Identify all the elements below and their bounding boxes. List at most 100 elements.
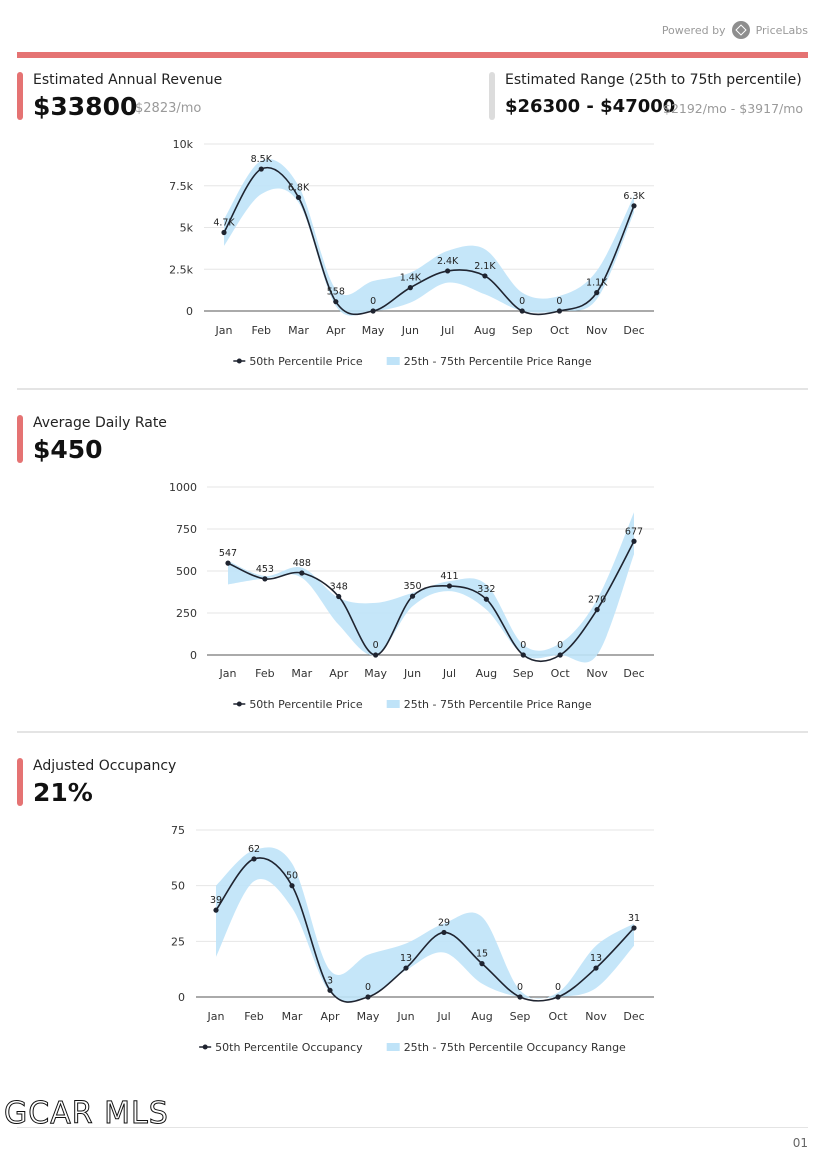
data-label: 453 [256, 564, 274, 575]
chart-legend: 50th Percentile Occupancy 25th - 75th Per… [199, 1041, 626, 1054]
x-tick-label: Mar [282, 1010, 303, 1023]
data-point [555, 994, 561, 1000]
data-point [631, 538, 637, 544]
x-tick-label: May [362, 324, 385, 337]
percentile-range-band [224, 159, 634, 316]
y-tick-label: 25 [171, 935, 185, 948]
data-label: 488 [293, 558, 311, 569]
x-tick-label: Jul [442, 667, 456, 680]
x-tick-label: Jun [396, 1010, 414, 1023]
data-label: 677 [625, 526, 643, 537]
data-label: 2.4K [437, 256, 459, 267]
kpi-average-daily-rate: Average Daily Rate $450 [17, 415, 317, 465]
data-point [631, 203, 637, 209]
footer-divider [17, 1127, 808, 1128]
data-point [370, 308, 376, 314]
data-label: 0 [373, 640, 379, 651]
legend-label-median: 50th Percentile Price [249, 355, 363, 368]
kpi-value: 21% [33, 778, 93, 807]
legend-label-range: 25th - 75th Percentile Price Range [404, 698, 592, 711]
data-point [373, 652, 379, 658]
data-point [594, 290, 600, 296]
x-tick-label: Jan [219, 667, 237, 680]
x-tick-label: Feb [252, 324, 271, 337]
data-point [482, 273, 488, 279]
kpi-value: $450 [33, 435, 103, 464]
section-divider [17, 388, 808, 390]
x-tick-label: Apr [326, 324, 346, 337]
legend-marker-range [386, 1043, 400, 1051]
x-tick-label: Apr [320, 1010, 340, 1023]
data-point [446, 583, 453, 589]
kpi-accent-bar [17, 758, 23, 806]
y-tick-label: 75 [171, 824, 185, 837]
section-divider [17, 731, 808, 733]
data-label: 15 [476, 949, 488, 960]
y-tick-label: 1000 [169, 481, 197, 494]
kpi-adjusted-occupancy: Adjusted Occupancy 21% [17, 758, 317, 808]
x-tick-label: Nov [586, 324, 608, 337]
data-label: 350 [403, 581, 421, 592]
kpi-label: Estimated Range (25th to 75th percentile… [505, 72, 802, 88]
data-label: 348 [330, 582, 348, 593]
data-label: 50 [286, 871, 298, 882]
data-label: 0 [365, 982, 371, 993]
x-tick-label: May [357, 1010, 380, 1023]
x-tick-label: Jan [207, 1010, 225, 1023]
median-line [223, 166, 635, 316]
data-point [251, 856, 257, 862]
page-number: 01 [792, 1136, 808, 1150]
data-point [517, 994, 523, 1000]
data-point [213, 907, 219, 913]
legend-label-median: 50th Percentile Price [249, 698, 363, 711]
data-label: 13 [590, 953, 602, 964]
kpi-accent-bar [17, 72, 23, 120]
data-point [441, 929, 447, 936]
legend-marker-range [386, 357, 400, 365]
data-point [445, 268, 451, 274]
median-line [227, 540, 635, 663]
data-point [557, 652, 563, 658]
data-label: 0 [557, 640, 563, 651]
y-tick-label: 500 [176, 565, 197, 578]
chart-legend: 50th Percentile Price 25th - 75th Percent… [233, 698, 592, 711]
y-tick-label: 750 [176, 523, 197, 536]
data-point [336, 593, 342, 600]
x-tick-label: Feb [255, 667, 274, 680]
data-point [409, 593, 416, 599]
y-tick-label: 2.5k [169, 263, 193, 276]
data-label: 1.1K [586, 278, 608, 289]
x-tick-label: Jun [401, 324, 419, 337]
data-label: 4.7K [213, 218, 235, 229]
percentile-range-band [216, 847, 634, 1002]
y-tick-label: 0 [178, 991, 185, 1004]
x-tick-label: Apr [329, 667, 349, 680]
data-point [479, 961, 485, 967]
data-point [258, 166, 264, 172]
kpi-label: Average Daily Rate [33, 415, 167, 431]
data-label: 558 [327, 287, 345, 298]
x-tick-label: Aug [471, 1010, 492, 1023]
x-tick-label: Feb [244, 1010, 263, 1023]
powered-by: Powered by PriceLabs [662, 21, 808, 39]
x-tick-label: Mar [291, 667, 312, 680]
legend-marker-dot [202, 1044, 208, 1050]
powered-by-brand: PriceLabs [755, 23, 808, 37]
gcar-mls-logo: GCAR MLS [4, 1096, 169, 1132]
data-point [299, 570, 305, 576]
data-point [483, 596, 489, 602]
data-point [262, 576, 268, 582]
data-label: 270 [588, 595, 606, 606]
data-point [407, 285, 413, 291]
data-label: 1.4K [400, 273, 422, 284]
data-label: 332 [477, 584, 495, 595]
data-label: 29 [438, 917, 450, 928]
pricelabs-logo-icon [731, 21, 750, 39]
chart-legend: 50th Percentile Price 25th - 75th Percent… [233, 355, 592, 368]
x-tick-label: May [364, 667, 387, 680]
kpi-annual-revenue: Estimated Annual Revenue $33800 $2823/mo [17, 72, 437, 122]
data-point [327, 987, 333, 993]
data-label: 39 [210, 895, 222, 906]
x-tick-label: Oct [548, 1010, 568, 1023]
data-label: 0 [370, 296, 376, 307]
